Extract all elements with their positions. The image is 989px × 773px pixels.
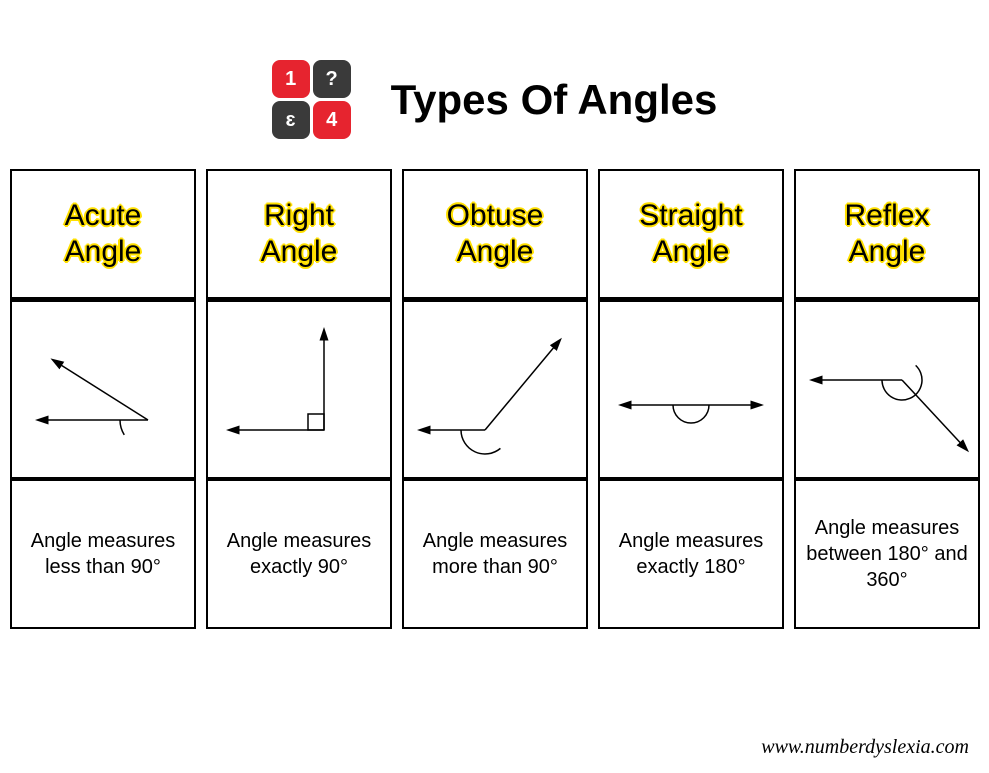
logo-cell-2: ? [313,60,351,98]
angle-svg [214,310,384,470]
page-title: Types Of Angles [391,76,718,124]
angle-svg [606,310,776,470]
angle-title: ReflexAngle [794,169,980,299]
angle-title-text: StraightAngle [639,198,742,270]
logo-cell-1: 1 [272,60,310,98]
angle-title: StraightAngle [598,169,784,299]
header: 1 ? ɛ 4 Types Of Angles [0,0,989,169]
angle-svg [18,310,188,470]
angle-diagram [206,299,392,479]
angle-column: StraightAngle Angle measures exactly 180° [598,169,784,629]
angle-description: Angle measures between 180° and 360° [794,479,980,629]
angle-diagram [598,299,784,479]
angle-title-text: ObtuseAngle [447,198,544,270]
angle-diagram [402,299,588,479]
angle-title-text: ReflexAngle [844,198,929,270]
logo-cell-4: 4 [313,101,351,139]
angle-svg [802,310,972,470]
logo-cell-3: ɛ [272,101,310,139]
angle-title: ObtuseAngle [402,169,588,299]
angle-svg [410,310,580,470]
angle-title-text: AcuteAngle [65,198,142,270]
angle-description: Angle measures exactly 90° [206,479,392,629]
angle-column: ReflexAngle Angle measures between 180° a… [794,169,980,629]
angle-column: RightAngle Angle measures exactly 90° [206,169,392,629]
logo: 1 ? ɛ 4 [272,60,351,139]
angle-title: AcuteAngle [10,169,196,299]
angle-description: Angle measures exactly 180° [598,479,784,629]
angle-description: Angle measures more than 90° [402,479,588,629]
angle-description: Angle measures less than 90° [10,479,196,629]
angle-title-text: RightAngle [261,198,338,270]
angle-column: AcuteAngle Angle measures less than 90° [10,169,196,629]
angle-diagram [10,299,196,479]
angle-title: RightAngle [206,169,392,299]
angle-grid: AcuteAngleAngle measures less than 90°Ri… [0,169,989,629]
footer-credit: www.numberdyslexia.com [761,736,969,759]
angle-column: ObtuseAngle Angle measures more than 90° [402,169,588,629]
angle-diagram [794,299,980,479]
